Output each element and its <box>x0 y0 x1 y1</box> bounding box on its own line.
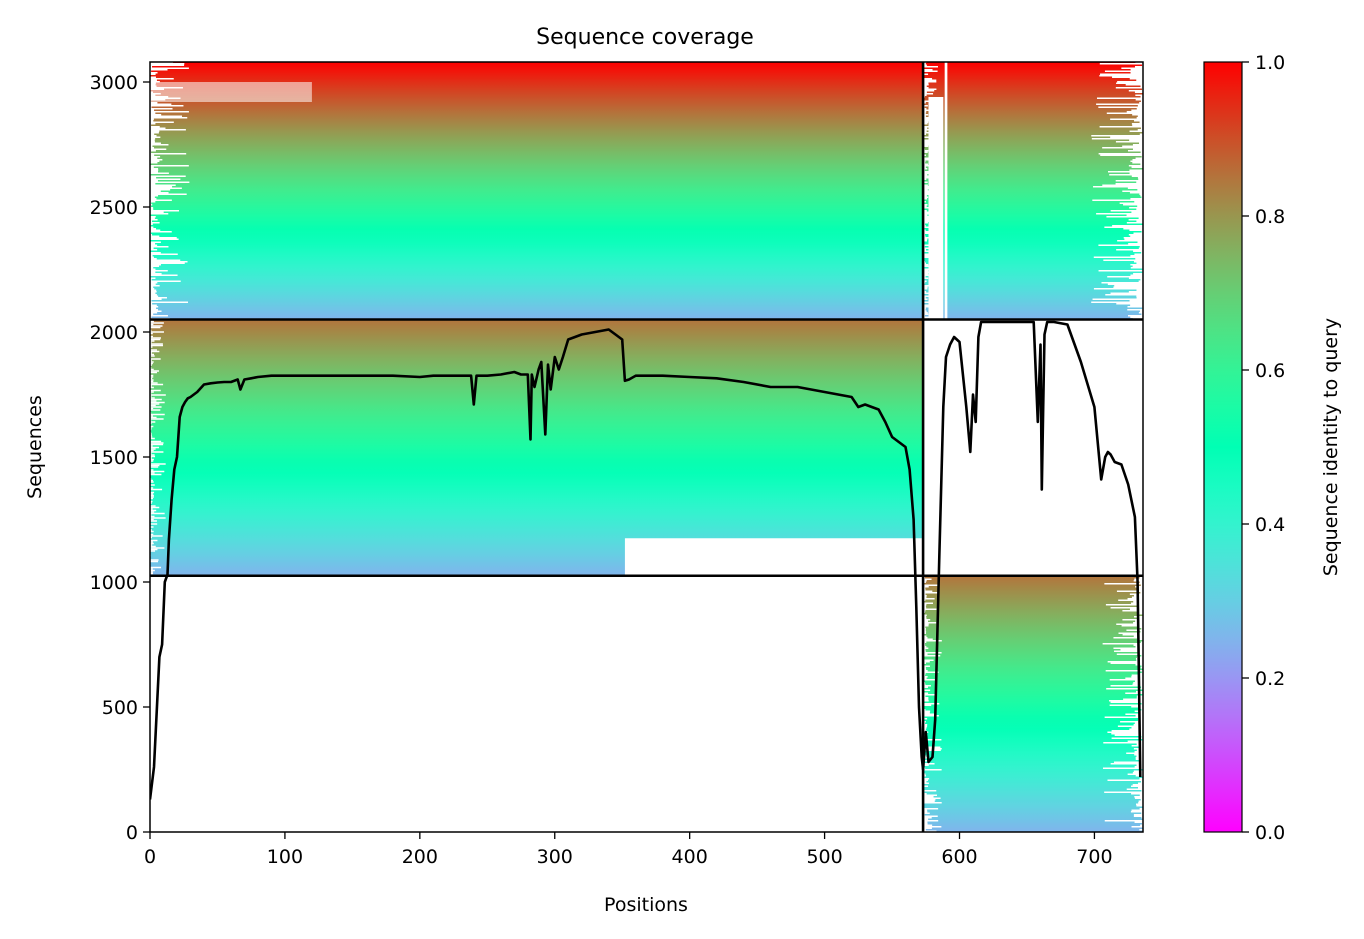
msa-block-middle-left <box>150 319 924 576</box>
colorbar-tick-label: 0.2 <box>1255 668 1285 690</box>
y-tick-label: 3000 <box>90 72 138 94</box>
colorbar-label: Sequence identity to query <box>1320 318 1342 576</box>
plot-frame <box>149 61 1144 833</box>
y-tick-label: 2500 <box>90 197 138 219</box>
msa-block-upper-right <box>923 62 1143 320</box>
y-tick-label: 0 <box>126 822 138 844</box>
colorbar: 0.0 0.2 0.4 0.6 0.8 1.0 Sequence identity to … <box>1203 52 1342 844</box>
x-tick-label: 600 <box>941 846 977 868</box>
x-axis-label: Positions <box>604 894 688 916</box>
y-tick-label: 2000 <box>90 322 138 344</box>
colorbar-tick-label: 0.6 <box>1255 360 1285 382</box>
x-tick-label: 700 <box>1076 846 1112 868</box>
x-tick-label: 200 <box>402 846 438 868</box>
y-axis: 0 500 1000 1500 2000 2500 3000 <box>90 72 150 844</box>
x-tick-label: 400 <box>672 846 708 868</box>
x-axis: 0 100 200 300 400 500 600 700 <box>144 832 1113 868</box>
x-tick-label: 500 <box>806 846 842 868</box>
x-tick-label: 300 <box>537 846 573 868</box>
colorbar-tick-label: 1.0 <box>1255 52 1285 74</box>
chart-title: Sequence coverage <box>536 25 754 50</box>
coverage-line <box>150 320 1142 800</box>
y-axis-label: Sequences <box>24 395 46 499</box>
colorbar-tick-label: 0.4 <box>1255 514 1285 536</box>
y-tick-label: 1000 <box>90 572 138 594</box>
msa-block-upper-left <box>150 62 924 320</box>
x-tick-label: 100 <box>267 846 303 868</box>
y-tick-label: 1500 <box>90 447 138 469</box>
x-tick-label: 0 <box>144 846 156 868</box>
colorbar-tick-label: 0.0 <box>1255 822 1285 844</box>
plot-area <box>150 62 1143 832</box>
y-tick-label: 500 <box>102 697 138 719</box>
msa-block-lower-right <box>923 575 1143 832</box>
colorbar-gradient <box>1203 61 1243 833</box>
colorbar-tick-label: 0.8 <box>1255 206 1285 228</box>
